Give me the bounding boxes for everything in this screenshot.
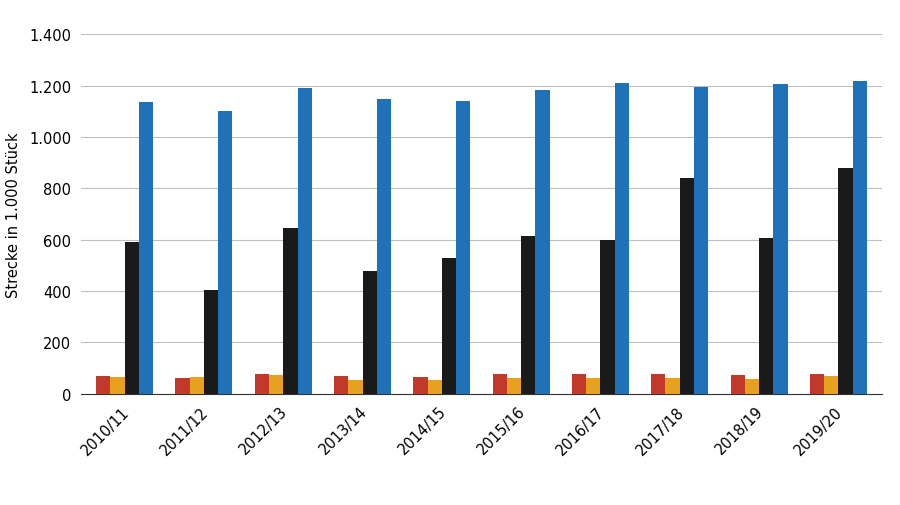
Bar bbox=[652, 375, 665, 394]
Bar bbox=[363, 271, 377, 394]
Bar bbox=[176, 378, 190, 394]
Bar bbox=[600, 240, 615, 394]
Bar bbox=[745, 379, 759, 394]
Bar bbox=[255, 374, 269, 394]
Bar bbox=[377, 99, 392, 394]
Bar bbox=[839, 169, 852, 394]
Bar bbox=[348, 380, 363, 394]
Bar bbox=[204, 290, 218, 394]
Bar bbox=[284, 229, 298, 394]
Bar bbox=[298, 89, 311, 394]
Bar bbox=[852, 81, 867, 394]
Bar bbox=[694, 88, 708, 394]
Bar bbox=[428, 380, 442, 394]
Bar bbox=[111, 377, 124, 394]
Bar bbox=[456, 102, 471, 394]
Bar bbox=[139, 103, 153, 394]
Bar bbox=[269, 375, 284, 394]
Bar bbox=[572, 375, 586, 394]
Bar bbox=[586, 379, 600, 394]
Bar bbox=[759, 239, 773, 394]
Bar bbox=[334, 377, 348, 394]
Bar bbox=[665, 378, 680, 394]
Bar bbox=[680, 179, 694, 394]
Bar bbox=[615, 84, 629, 394]
Bar bbox=[190, 377, 204, 394]
Y-axis label: Strecke in 1.000 Stück: Strecke in 1.000 Stück bbox=[5, 132, 21, 297]
Bar bbox=[810, 375, 824, 394]
Bar bbox=[96, 377, 111, 394]
Bar bbox=[442, 258, 456, 394]
Bar bbox=[492, 374, 507, 394]
Bar bbox=[824, 377, 839, 394]
Bar bbox=[773, 85, 788, 394]
Bar bbox=[507, 379, 521, 394]
Bar bbox=[124, 243, 139, 394]
Bar bbox=[413, 377, 428, 394]
Bar bbox=[218, 112, 232, 394]
Bar bbox=[536, 90, 550, 394]
Bar bbox=[521, 236, 535, 394]
Bar bbox=[731, 375, 745, 394]
